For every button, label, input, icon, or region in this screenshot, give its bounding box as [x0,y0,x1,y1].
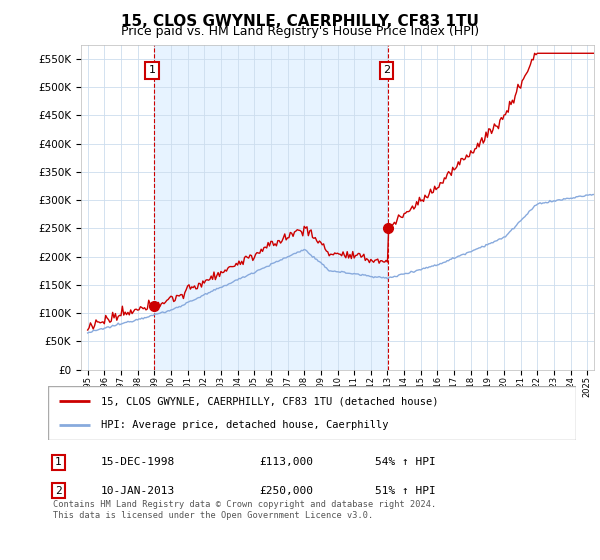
Text: 1: 1 [149,65,155,75]
Text: 15, CLOS GWYNLE, CAERPHILLY, CF83 1TU: 15, CLOS GWYNLE, CAERPHILLY, CF83 1TU [121,14,479,29]
Text: 51% ↑ HPI: 51% ↑ HPI [376,486,436,496]
Text: 2: 2 [55,486,62,496]
FancyBboxPatch shape [48,386,576,440]
Text: Price paid vs. HM Land Registry's House Price Index (HPI): Price paid vs. HM Land Registry's House … [121,25,479,38]
Text: 15-DEC-1998: 15-DEC-1998 [101,458,175,468]
Text: 2: 2 [383,65,390,75]
Text: 15, CLOS GWYNLE, CAERPHILLY, CF83 1TU (detached house): 15, CLOS GWYNLE, CAERPHILLY, CF83 1TU (d… [101,396,438,407]
Text: HPI: Average price, detached house, Caerphilly: HPI: Average price, detached house, Caer… [101,419,388,430]
Text: £250,000: £250,000 [259,486,313,496]
Text: £113,000: £113,000 [259,458,313,468]
Text: 1: 1 [55,458,62,468]
Text: 54% ↑ HPI: 54% ↑ HPI [376,458,436,468]
Text: 10-JAN-2013: 10-JAN-2013 [101,486,175,496]
Bar [154,45,388,370]
Text: Contains HM Land Registry data © Crown copyright and database right 2024.
This d: Contains HM Land Registry data © Crown c… [53,500,437,520]
